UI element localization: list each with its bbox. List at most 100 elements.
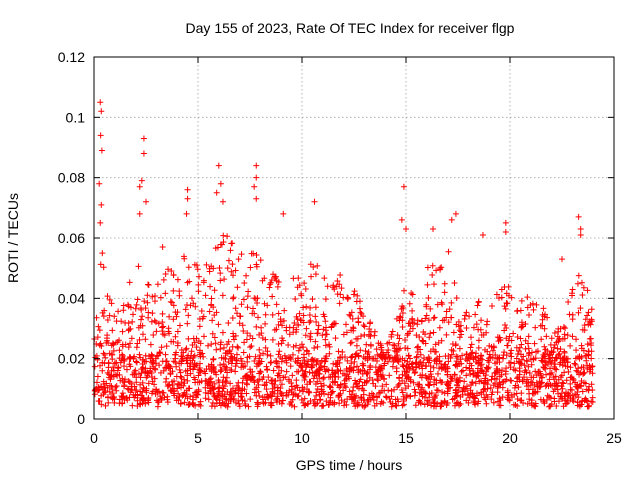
data-point bbox=[422, 390, 429, 397]
data-point bbox=[242, 363, 249, 370]
data-point bbox=[119, 341, 126, 348]
data-point bbox=[139, 313, 146, 320]
data-point bbox=[494, 383, 501, 390]
data-point bbox=[443, 402, 450, 409]
data-point bbox=[470, 367, 477, 374]
data-point bbox=[431, 281, 437, 288]
data-point bbox=[186, 401, 193, 408]
data-point bbox=[279, 397, 286, 404]
data-point bbox=[353, 342, 360, 349]
data-point bbox=[180, 382, 187, 389]
data-point bbox=[170, 358, 177, 365]
data-point bbox=[558, 383, 565, 390]
data-point bbox=[181, 255, 188, 262]
data-point bbox=[463, 397, 470, 404]
data-point bbox=[355, 366, 362, 373]
data-point bbox=[221, 276, 228, 283]
data-point bbox=[98, 401, 105, 408]
data-point bbox=[518, 324, 525, 331]
data-point bbox=[576, 382, 583, 389]
data-point bbox=[567, 395, 574, 402]
data-point bbox=[502, 219, 509, 226]
data-point bbox=[195, 386, 202, 393]
data-point bbox=[133, 344, 140, 351]
data-point bbox=[561, 359, 568, 366]
data-point bbox=[569, 375, 576, 382]
data-point bbox=[138, 316, 145, 323]
data-point bbox=[330, 282, 337, 289]
data-point bbox=[278, 400, 285, 407]
data-point bbox=[235, 344, 242, 351]
data-point bbox=[475, 373, 482, 380]
data-point bbox=[528, 349, 535, 356]
data-point bbox=[246, 353, 253, 360]
data-point bbox=[258, 324, 265, 331]
data-point bbox=[279, 322, 286, 329]
data-point bbox=[307, 398, 314, 405]
data-point bbox=[293, 342, 300, 349]
data-point bbox=[425, 317, 432, 324]
data-point bbox=[478, 332, 485, 339]
data-point bbox=[182, 306, 189, 313]
data-point bbox=[361, 367, 368, 374]
data-point bbox=[364, 370, 371, 377]
data-point bbox=[421, 401, 428, 408]
data-point bbox=[208, 361, 215, 368]
data-point bbox=[191, 360, 198, 367]
data-point bbox=[315, 367, 322, 374]
data-point bbox=[122, 319, 129, 326]
data-point bbox=[286, 324, 293, 331]
data-point bbox=[102, 402, 109, 409]
data-point bbox=[129, 371, 136, 378]
data-point bbox=[314, 385, 321, 392]
data-point bbox=[489, 373, 496, 380]
data-point bbox=[184, 195, 191, 202]
data-point bbox=[228, 393, 235, 400]
data-point bbox=[321, 363, 328, 370]
data-point bbox=[274, 360, 281, 367]
data-point bbox=[579, 388, 586, 395]
data-point bbox=[123, 366, 130, 373]
data-point bbox=[306, 369, 313, 376]
data-point bbox=[494, 389, 501, 396]
data-point bbox=[115, 308, 122, 315]
data-point bbox=[479, 231, 486, 238]
data-point bbox=[257, 368, 264, 375]
data-point bbox=[374, 393, 381, 400]
data-point bbox=[507, 377, 514, 384]
data-point bbox=[431, 400, 438, 407]
data-point bbox=[256, 357, 263, 364]
data-point bbox=[196, 323, 203, 330]
data-point bbox=[522, 321, 529, 328]
data-point bbox=[195, 288, 202, 295]
data-point bbox=[438, 264, 445, 271]
data-point bbox=[255, 314, 262, 321]
data-point bbox=[287, 363, 294, 370]
data-point bbox=[127, 355, 134, 362]
data-point bbox=[233, 351, 240, 358]
data-point bbox=[548, 369, 555, 376]
data-point bbox=[346, 375, 353, 382]
data-point bbox=[94, 373, 101, 380]
data-point bbox=[194, 266, 201, 273]
data-point bbox=[470, 324, 477, 331]
data-point bbox=[353, 392, 360, 399]
data-point bbox=[232, 363, 239, 370]
data-point bbox=[149, 293, 156, 300]
data-point bbox=[489, 389, 496, 396]
data-point bbox=[507, 364, 514, 371]
data-point bbox=[190, 335, 197, 342]
data-point bbox=[151, 381, 158, 388]
data-point bbox=[240, 327, 247, 334]
data-point bbox=[296, 344, 303, 351]
data-point bbox=[486, 342, 493, 349]
data-point bbox=[467, 387, 474, 394]
data-point bbox=[108, 300, 115, 307]
data-point bbox=[278, 340, 285, 347]
data-point bbox=[510, 330, 517, 337]
data-point bbox=[165, 365, 172, 372]
data-point bbox=[150, 357, 157, 364]
data-point bbox=[251, 183, 258, 190]
data-point bbox=[266, 284, 273, 291]
data-point bbox=[267, 281, 274, 288]
